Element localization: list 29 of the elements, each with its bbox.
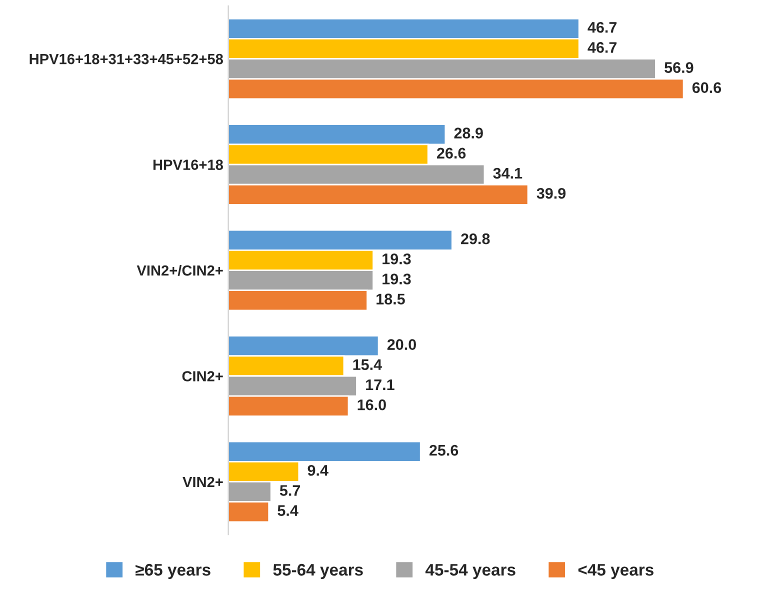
y-tick-label: HPV16+18+31+33+45+52+58 [30,54,223,64]
data-label: 39.9 [536,188,566,199]
data-label: 19.3 [382,274,411,284]
data-label: 9.4 [308,464,328,476]
data-label: 15.4 [353,359,382,370]
y-tick-label: HPV16+18 [153,160,223,170]
data-label: 5.7 [280,485,300,496]
data-label: 17.1 [366,379,394,390]
data-label: 46.7 [588,22,617,33]
data-label: 25.6 [429,444,458,456]
y-tick-label: VIN2+/CIN2+ [136,264,223,276]
data-label: 5.4 [278,505,298,516]
data-label: 19.3 [382,254,411,264]
data-label: 16.0 [358,399,386,410]
legend-label: <45 years [578,564,654,579]
data-label: 56.9 [664,62,694,73]
data-label: 18.5 [376,294,405,305]
legend-label: 45-54 years [425,564,516,579]
data-label: 46.7 [588,42,617,53]
data-label: 28.9 [454,128,483,139]
data-label: 20.0 [387,339,416,350]
data-label: 34.1 [493,168,522,179]
legend-label: ≥65 years [136,564,210,579]
data-label: 26.6 [436,148,466,159]
data-label: 60.6 [692,82,722,94]
y-tick-label: CIN2+ [182,371,223,382]
data-label: 29.8 [461,233,490,244]
y-tick-label: VIN2+ [182,476,223,488]
legend-label: 55-64 years [273,564,363,579]
